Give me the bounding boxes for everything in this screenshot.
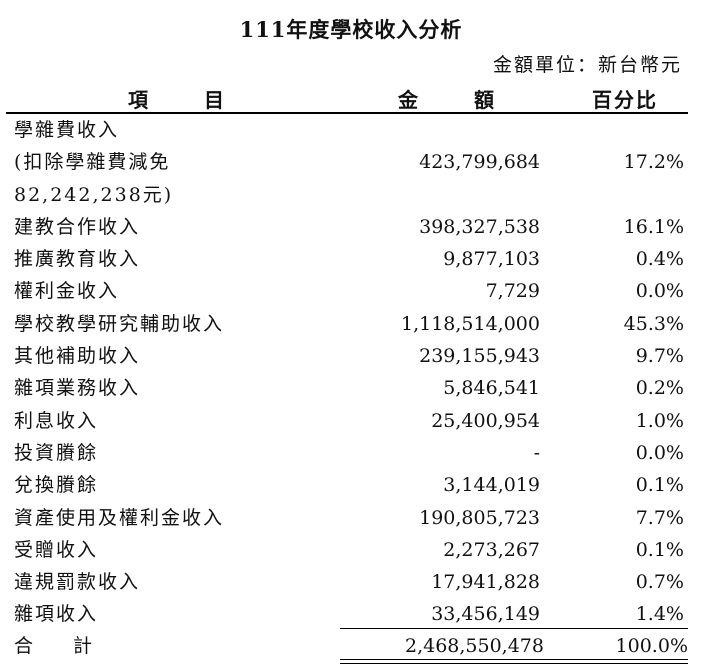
total-double-rule-bottom — [340, 663, 688, 664]
table-row: 投資賸餘 - 0.0% — [14, 437, 684, 469]
header-item: 項目 — [128, 88, 280, 112]
table-body: 學雜費收入 (扣除學雜費減免 423,799,684 17.2% 82,242,238元… — [14, 114, 684, 631]
header-amount: 金額 — [398, 88, 550, 112]
row-amount: 33,456,149 — [431, 603, 540, 626]
row-amount: 17,941,828 — [431, 571, 540, 594]
row-item: 違規罰款收入 — [14, 571, 141, 594]
row-percentage: 0.7% — [635, 571, 684, 594]
row-item: 雜項業務收入 — [14, 377, 141, 400]
row-percentage: 0.4% — [635, 248, 684, 271]
table-row: 其他補助收入 239,155,943 9.7% — [14, 340, 684, 372]
row-item: 權利金收入 — [14, 280, 120, 303]
table-header: 項目 金額 百分比 — [6, 80, 688, 114]
row-amount: 3,144,019 — [443, 474, 540, 497]
table-row: 雜項收入 33,456,149 1.4% — [14, 598, 684, 630]
total-top-rule — [340, 628, 688, 629]
page-title: 111年度學校收入分析 — [239, 17, 463, 42]
total-amount: 2,468,550,478 — [404, 635, 544, 657]
row-percentage: 1.4% — [635, 603, 684, 626]
table-row: 推廣教育收入 9,877,103 0.4% — [14, 243, 684, 275]
row-amount: 5,846,541 — [443, 377, 540, 400]
row-item: 其他補助收入 — [14, 345, 141, 368]
row-item: (扣除學雜費減免 — [14, 151, 171, 174]
row-amount: 7,729 — [485, 280, 540, 303]
table-row: 權利金收入 7,729 0.0% — [14, 275, 684, 307]
total-percentage: 100.0% — [615, 635, 688, 657]
row-item: 學校教學研究輔助收入 — [14, 312, 225, 335]
row-item: 投資賸餘 — [14, 441, 99, 464]
header-percentage: 百分比 — [592, 88, 658, 112]
row-percentage: 0.0% — [635, 280, 684, 303]
row-percentage: 16.1% — [623, 215, 684, 238]
row-percentage: 0.1% — [635, 474, 684, 497]
currency-unit-note: 金額單位：新台幣元 — [492, 54, 682, 76]
row-percentage: 7.7% — [635, 506, 684, 529]
row-item: 學雜費收入 — [14, 119, 120, 141]
table-row: 雜項業務收入 5,846,541 0.2% — [14, 372, 684, 404]
table-row: 受贈收入 2,273,267 0.1% — [14, 534, 684, 566]
table-row: 違規罰款收入 17,941,828 0.7% — [14, 566, 684, 598]
row-item: 82,242,238元) — [14, 183, 174, 206]
table-row: 學雜費收入 — [14, 114, 684, 146]
row-amount: 9,877,103 — [443, 248, 540, 271]
table-row: (扣除學雜費減免 423,799,684 17.2% — [14, 146, 684, 178]
table-row: 兌換賸餘 3,144,019 0.1% — [14, 469, 684, 501]
row-percentage: 9.7% — [635, 345, 684, 368]
table-row: 82,242,238元) — [14, 179, 684, 211]
row-percentage: 45.3% — [623, 312, 684, 335]
table-row: 利息收入 25,400,954 1.0% — [14, 405, 684, 437]
row-item: 建教合作收入 — [14, 215, 141, 238]
total-double-rule-top — [340, 659, 688, 660]
row-percentage: 1.0% — [635, 409, 684, 432]
row-amount: 423,799,684 — [419, 151, 540, 174]
row-percentage: 0.0% — [635, 441, 684, 464]
row-amount: 190,805,723 — [419, 506, 540, 529]
row-item: 資產使用及權利金收入 — [14, 506, 225, 529]
row-item: 受贈收入 — [14, 538, 99, 561]
row-percentage: 0.2% — [635, 377, 684, 400]
row-amount: 25,400,954 — [431, 409, 540, 432]
row-amount: 239,155,943 — [419, 345, 540, 368]
row-amount: 2,273,267 — [443, 538, 540, 561]
table-row: 資產使用及權利金收入 190,805,723 7.7% — [14, 502, 684, 534]
row-item: 雜項收入 — [14, 603, 99, 626]
row-percentage: 17.2% — [623, 151, 684, 174]
row-amount: 1,118,514,000 — [400, 312, 540, 335]
row-amount: - — [533, 441, 540, 464]
row-item: 利息收入 — [14, 409, 99, 432]
total-label: 合計 — [14, 635, 133, 657]
row-percentage: 0.1% — [635, 538, 684, 561]
row-amount: 398,327,538 — [419, 215, 540, 238]
row-item: 兌換賸餘 — [14, 474, 99, 497]
row-item: 推廣教育收入 — [14, 248, 141, 271]
table-row: 建教合作收入 398,327,538 16.1% — [14, 211, 684, 243]
table-row: 學校教學研究輔助收入 1,118,514,000 45.3% — [14, 308, 684, 340]
